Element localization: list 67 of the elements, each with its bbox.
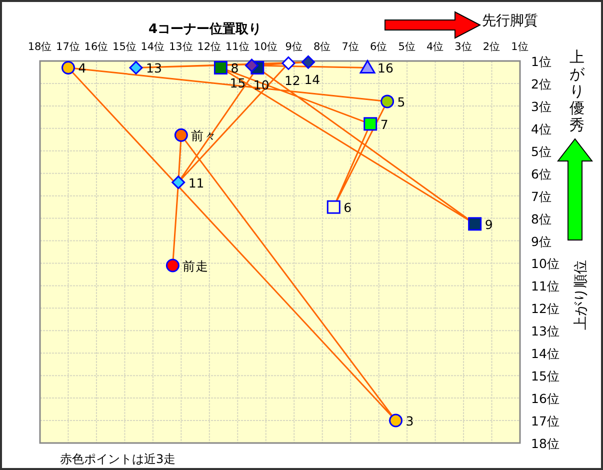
series-label: 9 <box>484 216 493 232</box>
point <box>389 414 403 428</box>
series-label: 8 <box>230 60 239 76</box>
x-tick-label: 8位 <box>314 41 332 53</box>
x-tick-label: 7位 <box>342 41 360 53</box>
y-tick-label: 5位 <box>531 144 552 159</box>
x-tick-label: 13位 <box>168 41 194 53</box>
y-tick-label: 16位 <box>531 391 560 406</box>
series-label: 3 <box>406 414 414 429</box>
x-tick-label: 17位 <box>56 41 80 53</box>
series-label: 7 <box>380 116 388 132</box>
x-tick-label: 1位 <box>511 41 529 53</box>
point <box>301 55 315 69</box>
point <box>166 258 180 272</box>
point <box>61 60 75 74</box>
series-label: 前走 <box>182 258 209 274</box>
point <box>364 117 378 131</box>
point <box>360 60 376 74</box>
x-tick-label: 10位 <box>254 41 278 53</box>
point <box>380 94 394 108</box>
y-tick-label: 7位 <box>531 188 552 204</box>
point <box>172 176 186 190</box>
series-label: 16 <box>378 60 394 76</box>
y-tick-label: 18位 <box>531 436 560 451</box>
y-axis-title: 上がり順位 <box>573 260 589 330</box>
x-tick-label: 2位 <box>482 41 501 53</box>
x-tick-label: 6位 <box>370 41 388 53</box>
y-tick-label: 3位 <box>531 98 552 114</box>
point <box>174 128 188 142</box>
x-tick-label: 5位 <box>398 41 416 53</box>
series-label: 14 <box>304 72 320 88</box>
point <box>245 58 259 72</box>
x-tick-label: 16位 <box>84 41 109 53</box>
y-tick-label: 2位 <box>531 76 552 92</box>
y-tick-label: 9位 <box>531 234 552 249</box>
y-tick-label: 12位 <box>531 301 560 316</box>
x-tick-label: 12位 <box>197 41 222 53</box>
y-tick-label: 11位 <box>531 278 560 294</box>
y-tick-label: 17位 <box>531 414 560 429</box>
y-tick-label: 1位 <box>531 54 552 69</box>
x-tick-label: 4位 <box>426 41 444 53</box>
text: 赤色ポイントは近3走 <box>60 452 176 466</box>
point <box>282 56 296 70</box>
x-tick-label: 9位 <box>285 41 303 53</box>
y-tick-label: 14位 <box>531 346 560 362</box>
x-tick-label: 11位 <box>225 41 250 53</box>
x-tick-label: 3位 <box>454 41 472 53</box>
y-tick-label: 4位 <box>531 121 552 136</box>
x-tick-label: 18位 <box>28 41 52 53</box>
text: 先行脚質 <box>482 13 538 29</box>
y-tick-label: 6位 <box>531 166 552 182</box>
series-label: 12 <box>284 73 300 88</box>
text: 上がり優秀 <box>570 48 586 134</box>
point <box>129 60 143 74</box>
series-label: 6 <box>344 200 352 216</box>
y-tick-label: 13位 <box>531 324 560 339</box>
point <box>326 200 340 214</box>
chart-title: 4コーナー位置取り <box>148 22 262 37</box>
point <box>214 60 228 74</box>
y-tick-label: 10位 <box>531 256 560 272</box>
y-tick-label: 8位 <box>531 211 552 226</box>
series-label: 5 <box>397 94 406 110</box>
series-label: 11 <box>188 175 204 190</box>
x-tick-label: 15位 <box>112 41 137 53</box>
y-tick-label: 15位 <box>531 368 560 384</box>
point <box>468 217 482 231</box>
x-tick-label: 14位 <box>140 41 166 53</box>
